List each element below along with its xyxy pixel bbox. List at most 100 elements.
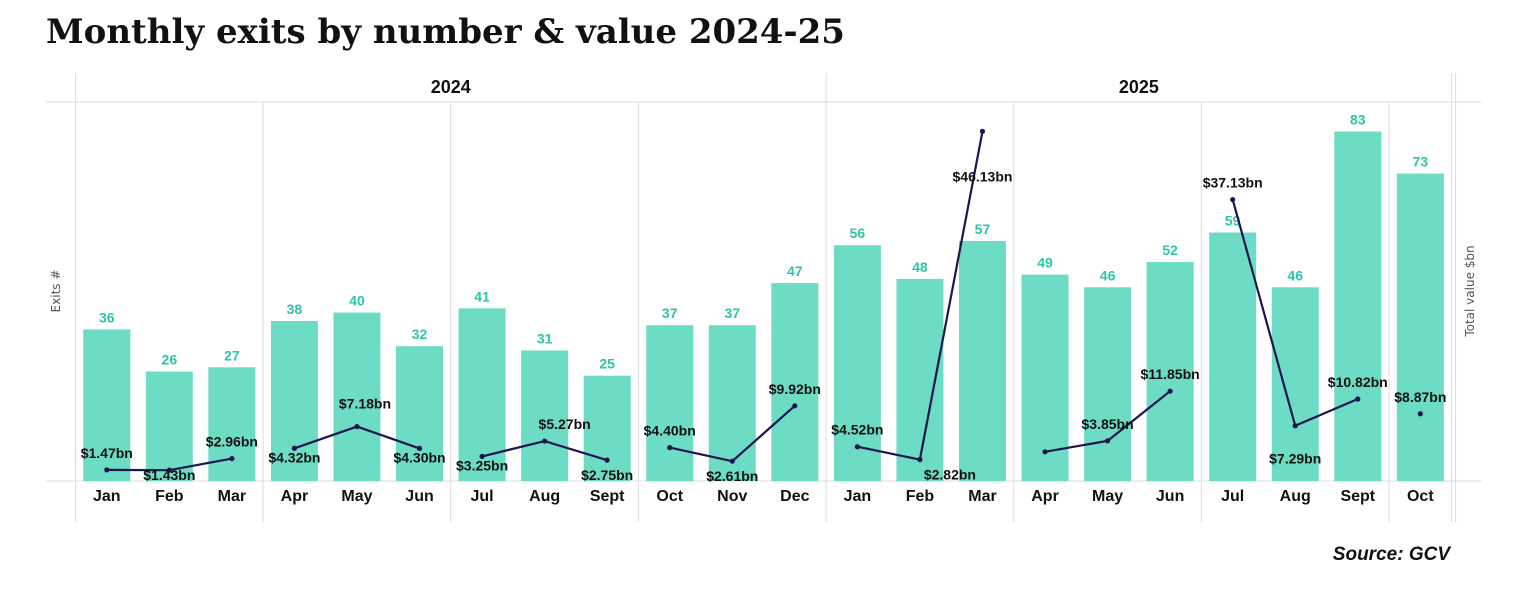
value-label: $3.85bn xyxy=(1082,416,1134,432)
month-tick-label: Jun xyxy=(405,488,433,505)
bar-count-label: 37 xyxy=(724,305,740,321)
value-marker xyxy=(917,457,923,463)
value-marker xyxy=(729,458,735,464)
bar-count-label: 46 xyxy=(1100,267,1116,283)
bar-exits xyxy=(771,283,819,481)
value-label: $4.40bn xyxy=(644,423,696,439)
month-tick-label: Oct xyxy=(1407,488,1434,505)
bar-exits xyxy=(145,371,193,481)
source-note: Source: GCV xyxy=(1332,544,1450,565)
bar-count-label: 26 xyxy=(162,352,178,368)
chart-title: Monthly exits by number & value 2024-25 xyxy=(46,12,845,52)
value-marker xyxy=(792,403,798,409)
bar-count-label: 37 xyxy=(662,305,678,321)
month-tick-label: Nov xyxy=(717,488,747,505)
bar-exits xyxy=(1021,274,1069,481)
value-label: $37.13bn xyxy=(1203,175,1263,191)
value-marker xyxy=(1230,196,1236,203)
bar-exits xyxy=(833,245,881,481)
value-marker xyxy=(542,438,548,444)
y-axis-title-left: Exits # xyxy=(49,270,63,313)
value-marker xyxy=(854,444,860,450)
value-marker xyxy=(667,445,673,451)
bar-count-label: 38 xyxy=(287,301,303,317)
month-tick-label: Apr xyxy=(281,488,309,505)
bar-count-label: 27 xyxy=(224,347,240,363)
bar-exits xyxy=(646,325,694,481)
month-tick-label: Mar xyxy=(218,488,246,505)
value-label: $7.18bn xyxy=(339,396,391,412)
month-tick-label: Feb xyxy=(155,488,184,505)
bar-count-label: 52 xyxy=(1162,242,1178,258)
value-label: $4.52bn xyxy=(831,422,883,438)
bar-exits xyxy=(708,325,756,481)
month-tick-label: May xyxy=(341,488,372,505)
bar-count-label: 36 xyxy=(99,309,115,325)
month-tick-label: Jan xyxy=(844,488,872,505)
value-label: $7.29bn xyxy=(1269,451,1321,467)
bar-exits xyxy=(958,240,1006,481)
bar-count-label: 49 xyxy=(1037,255,1053,271)
bar-exits xyxy=(1209,232,1257,481)
value-label: $8.87bn xyxy=(1394,389,1446,405)
bar-count-label: 46 xyxy=(1287,267,1303,283)
y-axis-title-right: Total value $bn xyxy=(1463,245,1477,337)
value-marker xyxy=(1104,438,1111,444)
bar-count-label: 47 xyxy=(787,263,803,279)
value-marker xyxy=(354,423,360,430)
month-tick-label: Jul xyxy=(471,488,494,505)
value-label: $5.27bn xyxy=(539,416,591,432)
month-tick-label: Aug xyxy=(1280,488,1311,505)
year-label-2025: 2025 xyxy=(1119,77,1159,97)
bar-exits xyxy=(1271,287,1319,481)
bar-count-label: 83 xyxy=(1350,111,1366,127)
month-tick-label: Oct xyxy=(656,488,683,505)
year-label-2024: 2024 xyxy=(431,77,471,97)
month-tick-label: Jan xyxy=(93,488,121,505)
month-tick-label: Mar xyxy=(968,488,996,505)
bar-count-label: 31 xyxy=(537,330,553,346)
bar-exits xyxy=(1146,262,1194,481)
value-label: $1.47bn xyxy=(81,445,133,461)
bar-exits xyxy=(1334,131,1382,481)
value-label: $2.75bn xyxy=(581,467,633,483)
bar-exits xyxy=(896,278,944,481)
value-marker xyxy=(1355,396,1361,402)
value-marker xyxy=(479,453,485,459)
value-marker xyxy=(416,445,423,452)
bar-exits xyxy=(1396,173,1444,482)
value-marker xyxy=(1042,449,1048,455)
month-tick-label: May xyxy=(1092,488,1123,505)
bar-exits xyxy=(83,329,131,481)
value-marker xyxy=(104,467,110,473)
value-label: $10.82bn xyxy=(1328,374,1388,390)
month-tick-label: Feb xyxy=(906,488,935,505)
value-label: $1.43bn xyxy=(143,467,195,483)
value-label: $46.13bn xyxy=(953,168,1013,184)
month-tick-label: Dec xyxy=(780,488,809,505)
value-marker xyxy=(291,445,298,451)
value-label: $4.32bn xyxy=(268,449,320,465)
value-label: $4.30bn xyxy=(393,449,445,465)
bar-exits xyxy=(270,320,318,481)
value-marker xyxy=(979,128,986,134)
bar-exits xyxy=(521,350,569,481)
value-marker xyxy=(1167,388,1173,394)
bar-exits xyxy=(333,312,381,481)
value-label: $9.92bn xyxy=(769,381,821,397)
month-tick-label: Aug xyxy=(529,488,560,505)
month-tick-label: Sept xyxy=(590,488,625,505)
bar-exits xyxy=(396,346,444,481)
value-label: $3.25bn xyxy=(456,457,508,473)
value-label: $11.85bn xyxy=(1141,366,1200,382)
value-marker xyxy=(1417,411,1423,417)
value-marker xyxy=(166,467,172,473)
month-tick-label: Apr xyxy=(1031,488,1059,505)
bar-exits xyxy=(1084,287,1132,481)
value-label: $2.96bn xyxy=(206,434,258,450)
value-label: $2.61bn xyxy=(706,468,758,484)
value-label: $2.82bn xyxy=(924,467,976,483)
bar-count-label: 40 xyxy=(349,293,365,309)
value-marker xyxy=(1292,423,1298,429)
